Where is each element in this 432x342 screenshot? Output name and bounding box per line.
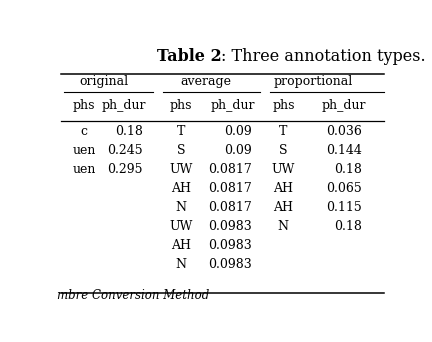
Text: 0.036: 0.036 — [326, 126, 362, 139]
Text: phs: phs — [73, 99, 95, 112]
Text: T: T — [177, 126, 185, 139]
Text: Table 2: Table 2 — [157, 48, 221, 65]
Text: 0.09: 0.09 — [224, 126, 251, 139]
Text: 0.245: 0.245 — [107, 144, 143, 157]
Text: 0.295: 0.295 — [107, 163, 143, 176]
Text: c: c — [81, 126, 88, 139]
Text: 0.09: 0.09 — [224, 144, 251, 157]
Text: N: N — [176, 258, 187, 271]
Text: N: N — [278, 220, 289, 233]
Text: 0.0983: 0.0983 — [208, 239, 251, 252]
Text: phs: phs — [170, 99, 193, 112]
Text: 0.144: 0.144 — [326, 144, 362, 157]
Text: ph_dur: ph_dur — [102, 99, 146, 112]
Text: uen: uen — [73, 144, 96, 157]
Text: phs: phs — [272, 99, 295, 112]
Text: 0.18: 0.18 — [334, 163, 362, 176]
Text: : Three annotation types.: : Three annotation types. — [221, 48, 426, 65]
Text: ph_dur: ph_dur — [211, 99, 255, 112]
Text: 0.18: 0.18 — [115, 126, 143, 139]
Text: 0.18: 0.18 — [334, 220, 362, 233]
Text: original: original — [79, 75, 129, 88]
Text: AH: AH — [273, 182, 293, 195]
Text: proportional: proportional — [274, 75, 353, 88]
Text: 0.0983: 0.0983 — [208, 258, 251, 271]
Text: AH: AH — [171, 182, 191, 195]
Text: uen: uen — [73, 163, 96, 176]
Text: UW: UW — [169, 220, 193, 233]
Text: average: average — [181, 75, 232, 88]
Text: 0.0817: 0.0817 — [208, 182, 251, 195]
Text: N: N — [176, 201, 187, 214]
Text: ph_dur: ph_dur — [321, 99, 366, 112]
Text: mbre Conversion Method: mbre Conversion Method — [57, 289, 210, 302]
Text: UW: UW — [272, 163, 295, 176]
Text: T: T — [279, 126, 288, 139]
Text: 0.0983: 0.0983 — [208, 220, 251, 233]
Text: 0.115: 0.115 — [326, 201, 362, 214]
Text: UW: UW — [169, 163, 193, 176]
Text: 0.0817: 0.0817 — [208, 201, 251, 214]
Text: S: S — [177, 144, 185, 157]
Text: 0.0817: 0.0817 — [208, 163, 251, 176]
Text: S: S — [279, 144, 288, 157]
Text: 0.065: 0.065 — [326, 182, 362, 195]
Text: AH: AH — [171, 239, 191, 252]
Text: AH: AH — [273, 201, 293, 214]
